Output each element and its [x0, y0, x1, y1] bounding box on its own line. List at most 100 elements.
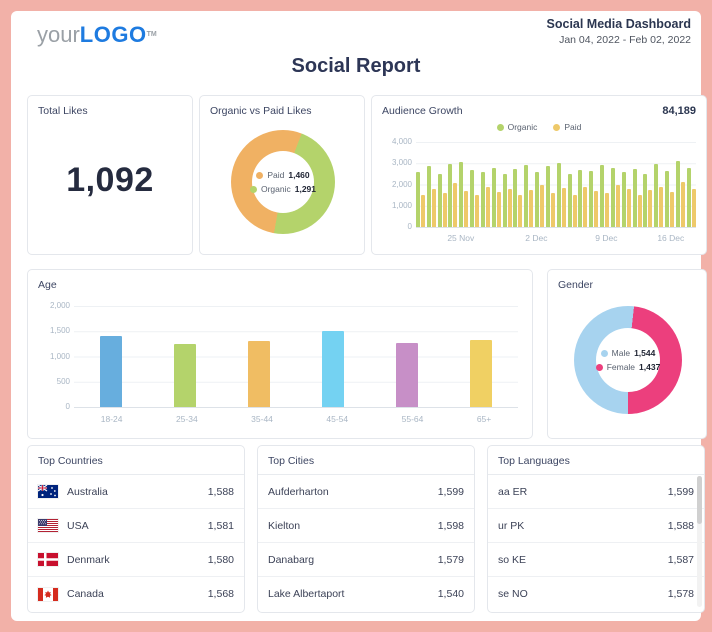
legend-value: 1,291 — [294, 184, 317, 194]
bar — [513, 168, 518, 227]
card-title: Organic vs Paid Likes — [210, 105, 312, 117]
list-item-value: 1,599 — [667, 485, 694, 498]
countries-list: Australia 1,588 USA 1,581 Denmark 1,580 Canada… — [28, 475, 244, 611]
bar-group — [610, 142, 620, 227]
list-item: so KE 1,587 — [488, 543, 704, 577]
bar — [686, 167, 691, 227]
bar — [561, 187, 566, 227]
list-item-label: se NO — [498, 588, 528, 600]
y-tick-label: 1,000 — [49, 351, 70, 361]
legend-dot-icon — [595, 363, 603, 371]
legend-item: Organic — [496, 122, 538, 132]
logo-prefix: your — [37, 22, 80, 47]
logo-main: LOGO — [79, 22, 147, 47]
bar — [615, 184, 620, 227]
gender-card: Gender Male 1,544 Female 1,437 — [547, 269, 707, 439]
bar — [578, 169, 583, 227]
bar-series — [74, 306, 518, 407]
x-axis-labels: 25 Nov 2 Dec 9 Dec 16 Dec — [416, 233, 696, 245]
bar-group — [545, 142, 555, 227]
list-item-label: Australia — [67, 485, 108, 498]
top-cities-card: Top Cities Aufderharton 1,599 Kielton 1,598… — [257, 445, 475, 613]
audience-growth-total: 84,189 — [662, 105, 696, 117]
bar — [491, 167, 496, 227]
list-item-label: Aufderharton — [268, 485, 329, 498]
bar — [670, 191, 675, 227]
bar-18-24 — [100, 336, 122, 407]
legend-dot-icon — [600, 349, 608, 357]
scrollbar-thumb[interactable] — [697, 476, 702, 524]
bar-45-54 — [322, 331, 344, 407]
y-tick-label: 0 — [65, 402, 70, 411]
bar — [600, 165, 605, 227]
list-item: Australia 1,588 — [28, 475, 244, 509]
list-item-label: Canada — [67, 588, 104, 600]
bar — [464, 190, 469, 227]
legend-item: Male 1,544 — [600, 348, 656, 358]
bar — [632, 168, 637, 227]
bar-series — [416, 142, 696, 227]
bar — [529, 189, 534, 227]
bar — [459, 162, 464, 227]
logo-trademark: TM — [146, 31, 157, 38]
bar — [605, 193, 610, 227]
bar — [680, 182, 685, 227]
bar — [480, 171, 485, 227]
bar — [431, 188, 436, 227]
bar-group — [459, 142, 469, 227]
legend-item: Paid — [553, 122, 581, 132]
y-tick-label: 0 — [407, 222, 412, 231]
list-item-label: aa ER — [498, 485, 528, 498]
bar — [556, 163, 561, 227]
legend-label: Paid — [564, 122, 582, 132]
list-item: Denmark 1,580 — [28, 543, 244, 577]
x-tick-label: 55-64 — [401, 414, 424, 424]
bar — [524, 165, 529, 227]
x-axis-labels: 18-24 25-34 35-44 45-54 55-64 65+ — [74, 414, 518, 424]
bar — [691, 188, 696, 227]
date-range: Jan 04, 2022 - Feb 02, 2022 — [559, 34, 691, 46]
x-tick-label: 18-24 — [100, 414, 123, 424]
legend-label: Organic — [507, 122, 538, 132]
list-item: aa ER 1,599 — [488, 475, 704, 509]
card-title: Gender — [558, 279, 594, 291]
list-item: Canada 1,568 — [28, 577, 244, 611]
y-tick-label: 500 — [56, 376, 70, 386]
x-tick-label: 9 Dec — [595, 233, 618, 243]
legend-label: Paid — [267, 170, 285, 180]
bar — [637, 195, 642, 227]
bar-65+ — [470, 340, 492, 407]
organic-vs-paid-donut-chart: Paid 1,460 Organic 1,291 — [231, 130, 335, 234]
y-tick-label: 1,500 — [49, 326, 70, 336]
x-tick-label: 65+ — [476, 414, 492, 424]
legend-item: Paid 1,460 — [256, 170, 310, 180]
legend-dot-icon — [256, 171, 264, 179]
header: yourLOGOTM Social Media Dashboard Jan 04… — [25, 15, 691, 55]
bar — [545, 166, 550, 227]
list-item-value: 1,588 — [667, 519, 694, 532]
legend-value: 1,544 — [634, 348, 656, 358]
report-frame: yourLOGOTM Social Media Dashboard Jan 04… — [11, 11, 707, 621]
bar — [594, 190, 599, 227]
list-title: Top Cities — [258, 446, 474, 475]
bar — [502, 173, 507, 227]
flag-denmark-icon — [38, 553, 58, 566]
bar-group — [686, 142, 696, 227]
page-title: Social Report — [291, 55, 421, 77]
bar — [496, 191, 501, 227]
bar-group — [589, 142, 599, 227]
list-title: Top Languages — [488, 446, 704, 475]
bar — [643, 173, 648, 227]
bar-group — [535, 142, 545, 227]
top-languages-card: Top Languages aa ER 1,599 ur PK 1,588 so KE 1… — [487, 445, 705, 613]
bar-group — [621, 142, 631, 227]
audience-growth-card: Audience Growth 84,189 Organic Paid 4,000… — [371, 95, 707, 255]
bar — [470, 169, 475, 227]
bar — [583, 186, 588, 227]
gender-donut-chart: Male 1,544 Female 1,437 — [574, 306, 682, 414]
bar-35-44 — [248, 340, 270, 407]
scrollbar[interactable] — [697, 476, 702, 607]
legend-label: Male — [611, 348, 631, 358]
list-item: Danabarg 1,579 — [258, 543, 474, 577]
bar-group — [448, 142, 458, 227]
